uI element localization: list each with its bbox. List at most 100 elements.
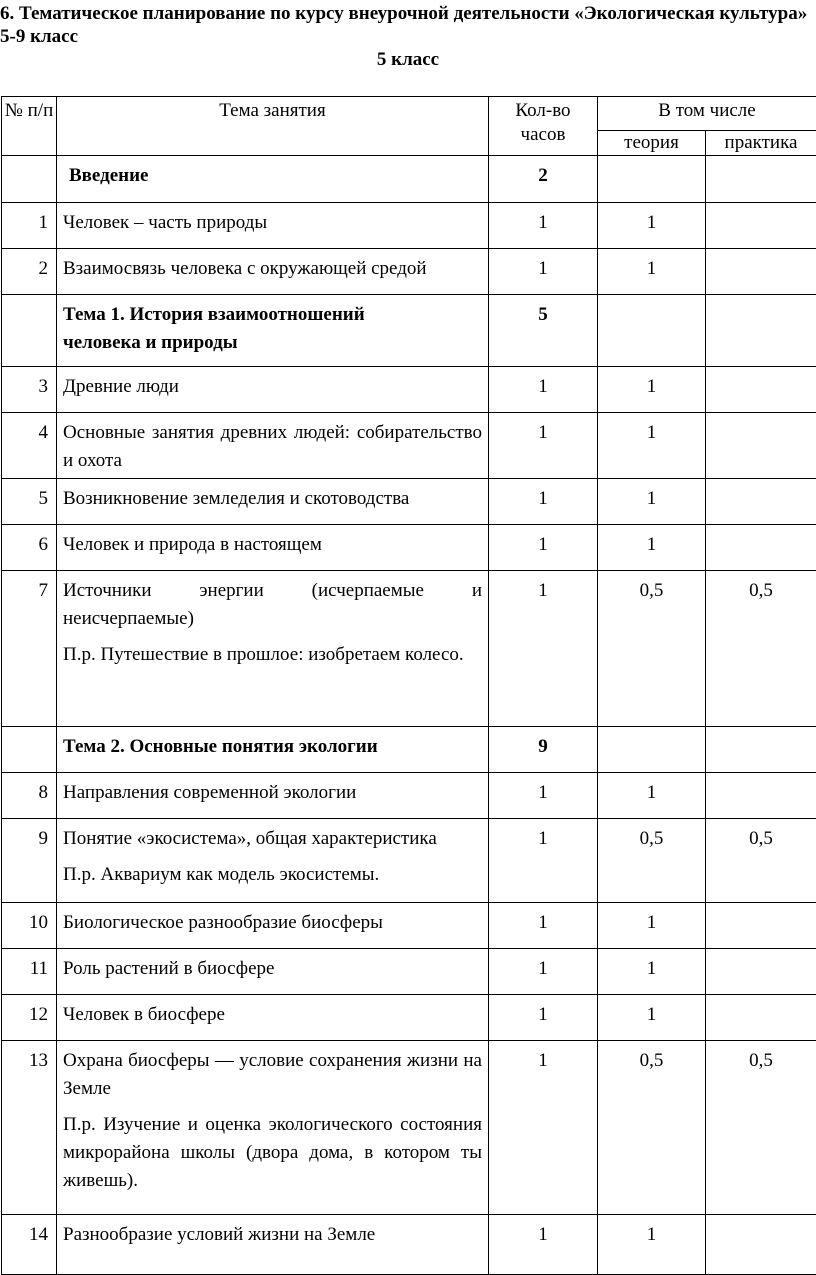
row-practice	[706, 156, 816, 203]
header-num: № п/п	[2, 97, 57, 156]
row-theory	[598, 295, 706, 367]
row-topic-cell: Биологическое разнообразие биосферы	[57, 903, 489, 949]
row-topic: Понятие «экосистема», общая характеристи…	[63, 825, 482, 853]
row-topic-cell: Древние люди	[57, 367, 489, 413]
row-practice	[706, 727, 816, 773]
row-topic-cell: Тема 1. История взаимоотношений человека…	[57, 295, 489, 367]
row-topic-cell: Человек в биосфере	[57, 995, 489, 1041]
row-hours: 1	[489, 1041, 598, 1215]
row-hours: 1	[489, 949, 598, 995]
planning-table: № п/п Тема занятия Кол-во часов В том чи…	[1, 96, 816, 1275]
row-topic-cell: Возникновение земледелия и скотоводства	[57, 479, 489, 525]
row-practical-work: П.р. Аквариум как модель экосистемы.	[63, 861, 482, 889]
row-practice: 0,5	[706, 819, 816, 903]
row-practical-work: П.р. Путешествие в прошлое: изобретаем к…	[63, 641, 482, 669]
row-hours: 9	[489, 727, 598, 773]
row-hours: 1	[489, 525, 598, 571]
row-number: 4	[2, 413, 57, 479]
row-topic: Источники энергии (исчерпаемые и неисчер…	[63, 577, 482, 633]
row-number: 6	[2, 525, 57, 571]
document-heading: 6. Тематическое планирование по курсу вн…	[0, 2, 816, 48]
row-theory: 1	[598, 203, 706, 249]
row-number: 9	[2, 819, 57, 903]
row-topic-cell: Основные занятия древних людей: собирате…	[57, 413, 489, 479]
header-hours: Кол-во часов	[489, 97, 598, 156]
row-topic-cell: Источники энергии (исчерпаемые и неисчер…	[57, 571, 489, 727]
row-topic: Возникновение земледелия и скотоводства	[63, 485, 482, 513]
row-topic-cell: Разнообразие условий жизни на Земле	[57, 1215, 489, 1275]
row-topic: Биологическое разнообразие биосферы	[63, 909, 482, 937]
row-topic: Человек – часть природы	[63, 209, 482, 237]
header-theory: теория	[598, 131, 706, 156]
row-theory: 1	[598, 479, 706, 525]
row-number	[2, 295, 57, 367]
header-practice: практика	[706, 131, 816, 156]
row-theory	[598, 727, 706, 773]
row-theory: 1	[598, 249, 706, 295]
row-topic-cell: Введение	[57, 156, 489, 203]
row-topic: Направления современной экологии	[63, 779, 482, 807]
row-number: 12	[2, 995, 57, 1041]
row-number: 14	[2, 1215, 57, 1275]
section-row: Тема 2. Основные понятия экологии 9	[2, 727, 816, 773]
header-topic: Тема занятия	[57, 97, 489, 156]
row-topic-cell: Человек и природа в настоящем	[57, 525, 489, 571]
row-practice	[706, 773, 816, 819]
row-number	[2, 156, 57, 203]
row-practice	[706, 949, 816, 995]
row-practice	[706, 903, 816, 949]
row-theory: 0,5	[598, 819, 706, 903]
row-topic: Введение	[63, 162, 409, 190]
row-theory: 1	[598, 949, 706, 995]
row-theory: 0,5	[598, 571, 706, 727]
row-number: 3	[2, 367, 57, 413]
row-hours: 5	[489, 295, 598, 367]
row-number: 11	[2, 949, 57, 995]
row-topic: Основные занятия древних людей: собирате…	[63, 419, 482, 475]
row-practice	[706, 413, 816, 479]
row-topic: Человек и природа в настоящем	[63, 531, 482, 559]
row-hours: 1	[489, 413, 598, 479]
row-topic-cell: Тема 2. Основные понятия экологии	[57, 727, 489, 773]
row-theory: 1	[598, 1215, 706, 1275]
row-practice	[706, 203, 816, 249]
row-practical-work: П.р. Изучение и оценка экологического со…	[63, 1111, 482, 1195]
row-topic: Человек в биосфере	[63, 1001, 482, 1029]
row-practice: 0,5	[706, 1041, 816, 1215]
row-practice	[706, 1215, 816, 1275]
row-hours: 1	[489, 249, 598, 295]
row-topic: Роль растений в биосфере	[63, 955, 482, 983]
row-practice	[706, 249, 816, 295]
row-practice	[706, 479, 816, 525]
row-topic: Разнообразие условий жизни на Земле	[63, 1221, 482, 1249]
row-topic: Взаимосвязь человека с окружающей средой	[63, 255, 482, 283]
row-hours: 1	[489, 819, 598, 903]
row-topic: Тема 1. История взаимоотношений человека…	[63, 301, 403, 357]
row-hours: 1	[489, 203, 598, 249]
row-practice	[706, 367, 816, 413]
row-topic: Тема 2. Основные понятия экологии	[63, 733, 403, 761]
row-topic-cell: Охрана биосферы — условие сохранения жиз…	[57, 1041, 489, 1215]
row-theory: 1	[598, 525, 706, 571]
row-hours: 1	[489, 571, 598, 727]
row-topic: Древние люди	[63, 373, 482, 401]
row-topic-cell: Взаимосвязь человека с окружающей средой	[57, 249, 489, 295]
row-number: 13	[2, 1041, 57, 1215]
row-theory	[598, 156, 706, 203]
row-hours: 1	[489, 995, 598, 1041]
row-theory: 1	[598, 413, 706, 479]
row-hours: 2	[489, 156, 598, 203]
row-number: 2	[2, 249, 57, 295]
row-number: 1	[2, 203, 57, 249]
row-number: 10	[2, 903, 57, 949]
row-number: 7	[2, 571, 57, 727]
row-theory: 1	[598, 903, 706, 949]
